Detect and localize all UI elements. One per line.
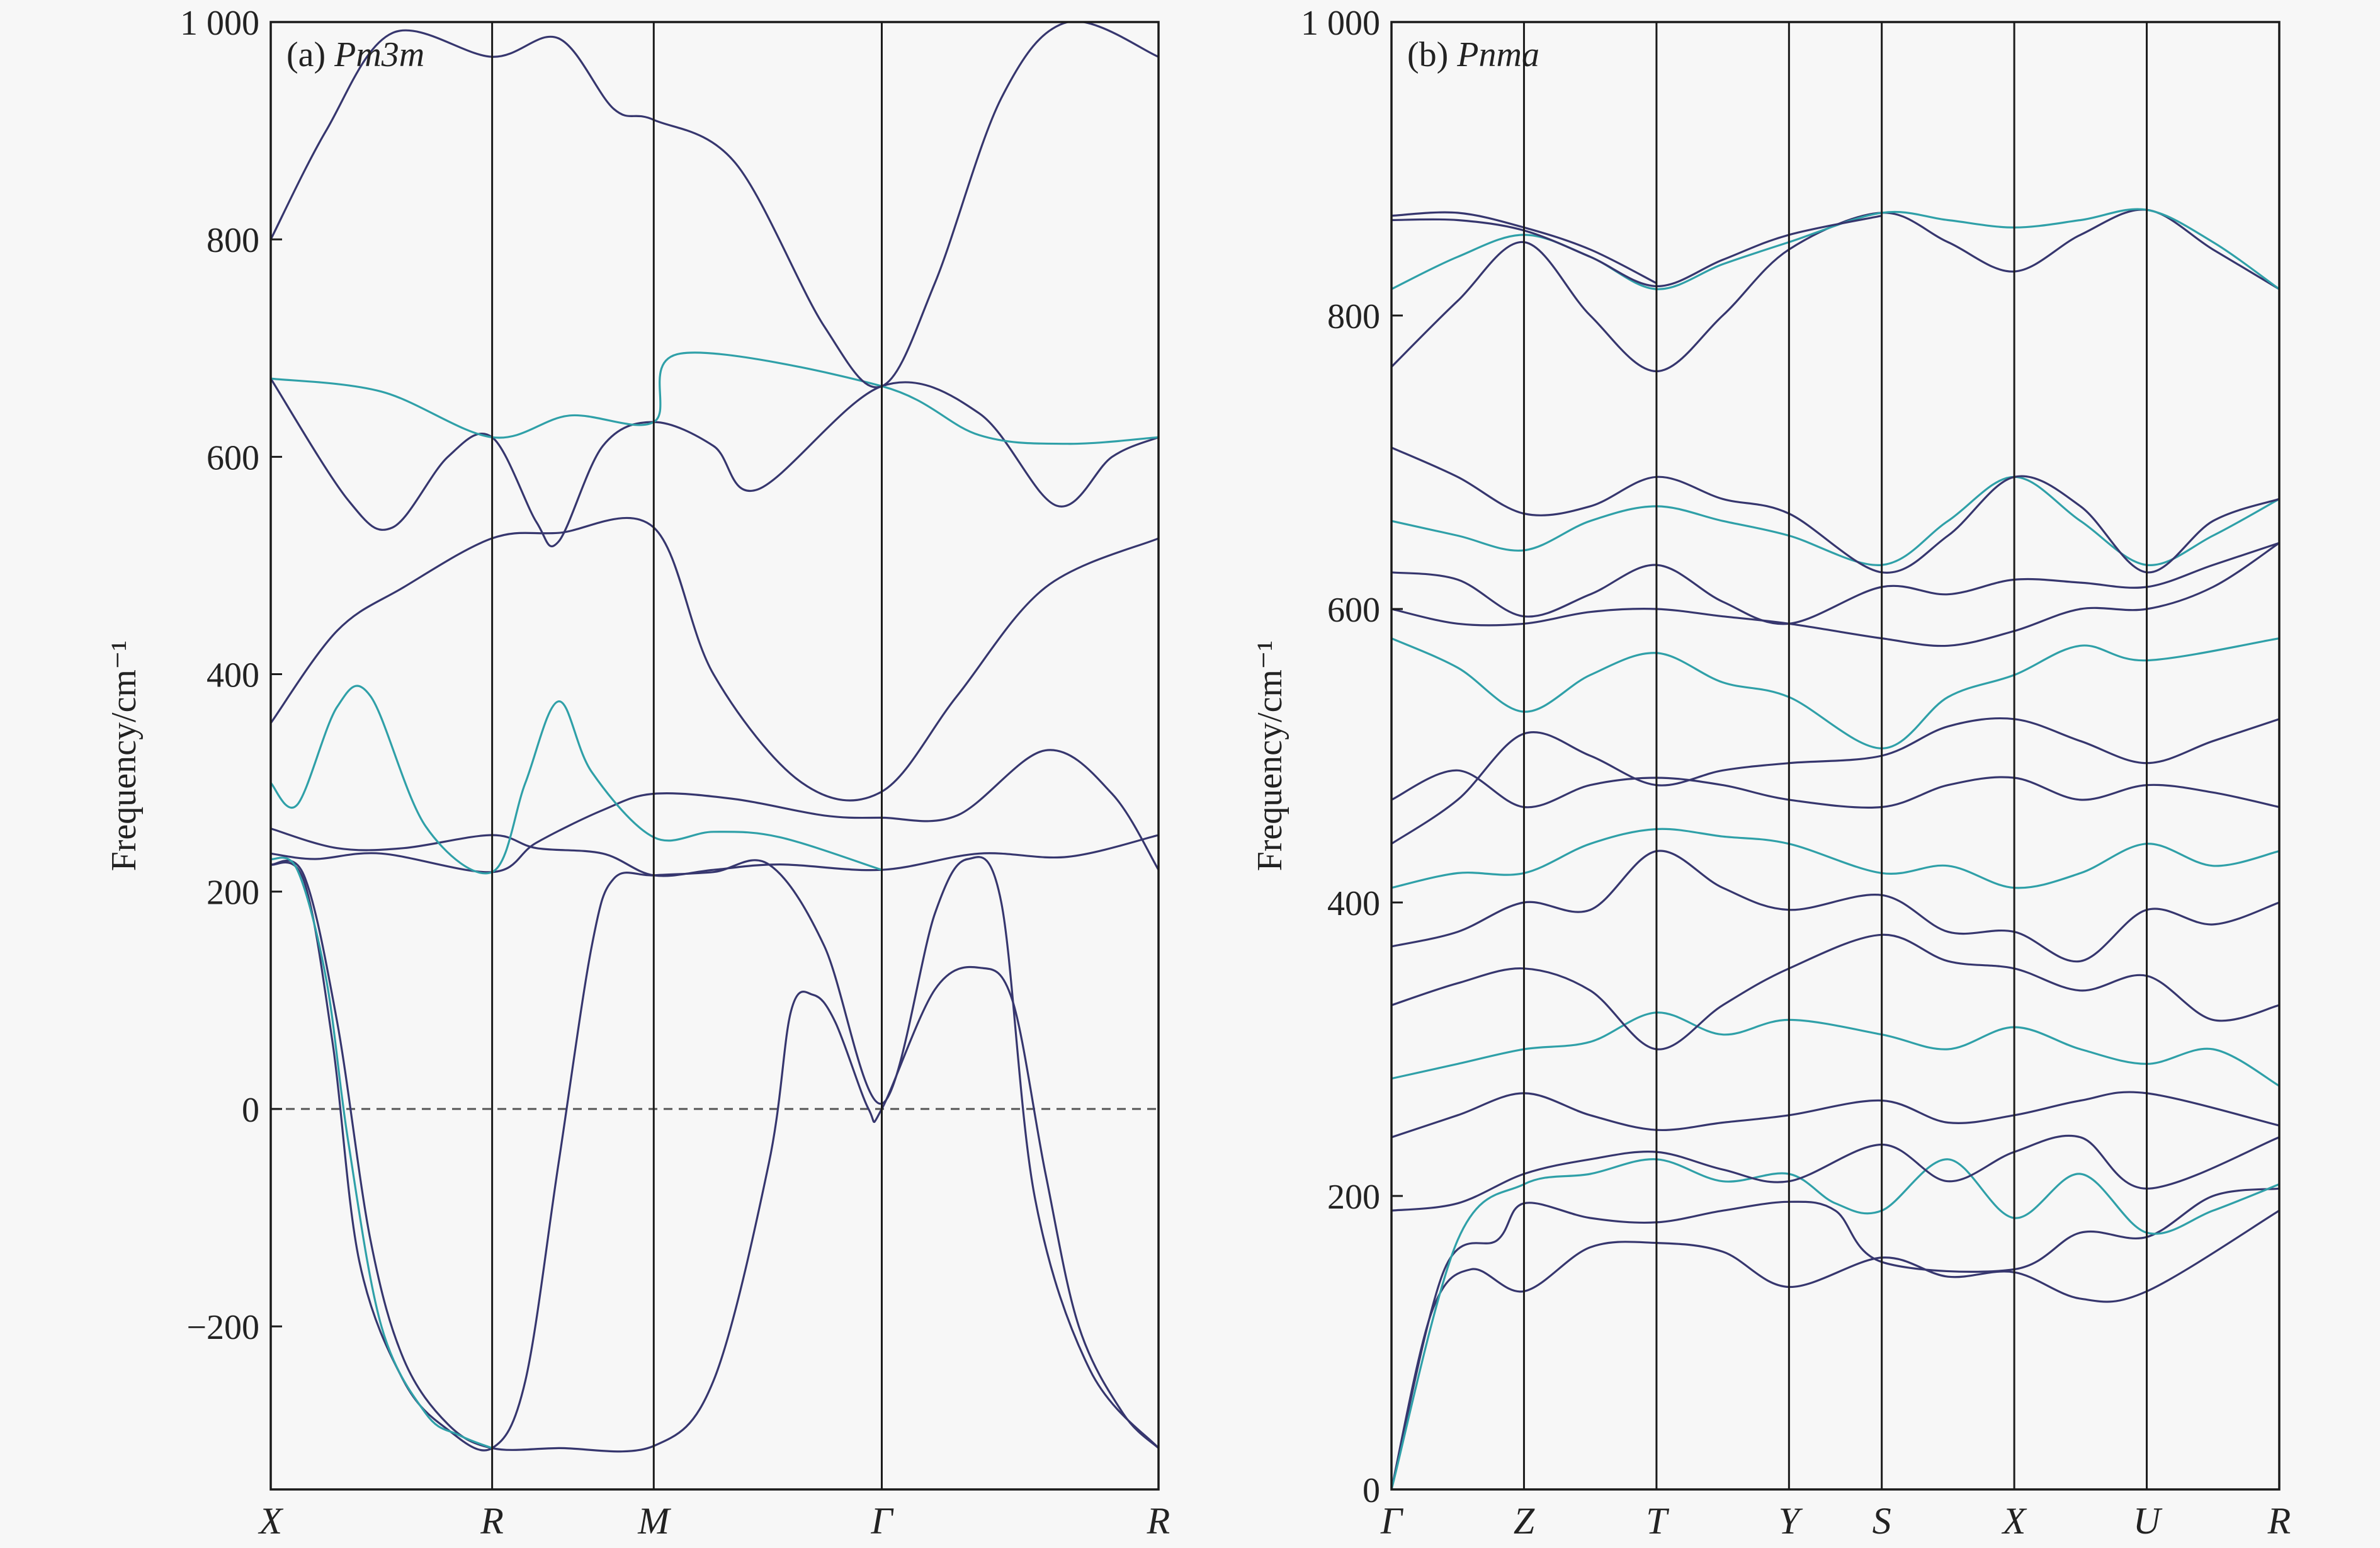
y-tick-label: 200 bbox=[1327, 1178, 1380, 1217]
plot-frame bbox=[1390, 21, 2281, 1491]
phonon-band-band-a7 bbox=[271, 516, 1159, 802]
high-symmetry-label: R bbox=[480, 1500, 504, 1542]
phonon-band-band-a8 bbox=[271, 378, 1159, 547]
high-symmetry-label: Y bbox=[1779, 1500, 1803, 1542]
y-tick-label: 800 bbox=[207, 221, 259, 260]
panel-a-y-axis-title: Frequency/cm⁻¹ bbox=[105, 640, 144, 872]
phonon-band-band-b9 bbox=[1391, 828, 2279, 889]
phonon-band-band-b2 bbox=[1391, 1187, 2279, 1489]
y-tick-label: 1 000 bbox=[1301, 4, 1380, 43]
panel-b-pnma: 0 200 400 600 800 1 000 Γ Z T Y S X U R (b) Pnma Fre… bbox=[1250, 4, 2291, 1542]
panel-b-title: (b) Pnma bbox=[1407, 35, 1539, 74]
y-tick-label: 1 000 bbox=[180, 4, 259, 43]
phonon-band-band-b10 bbox=[1391, 769, 2279, 809]
high-symmetry-label: X bbox=[2002, 1500, 2027, 1542]
high-symmetry-label: R bbox=[2267, 1500, 2291, 1542]
panel-a-y-ticks: −200 0 200 400 600 800 1 000 bbox=[180, 4, 282, 1347]
high-symmetry-label: Γ bbox=[870, 1500, 894, 1542]
phonon-band-band-a1 bbox=[271, 859, 1159, 1453]
y-tick-label: 600 bbox=[207, 438, 259, 477]
y-tick-label: 200 bbox=[207, 874, 259, 913]
phonon-band-band-a3 bbox=[271, 857, 493, 1449]
phonon-band-band-b6 bbox=[1391, 1011, 2279, 1087]
high-symmetry-label: R bbox=[1147, 1500, 1170, 1542]
y-tick-label: 0 bbox=[1363, 1471, 1380, 1510]
y-tick-label: 0 bbox=[242, 1091, 259, 1130]
y-tick-label: 800 bbox=[1327, 297, 1380, 336]
phonon-band-band-a6 bbox=[271, 685, 882, 875]
phonon-band-band-b18 bbox=[1391, 208, 2279, 290]
plot-frame bbox=[269, 21, 1160, 1491]
phonon-band-band-b3 bbox=[1391, 1158, 2279, 1489]
high-symmetry-label: Z bbox=[1514, 1500, 1535, 1542]
y-tick-label: 400 bbox=[1327, 884, 1380, 923]
y-tick-label: 400 bbox=[207, 656, 259, 695]
phonon-band-band-a5 bbox=[271, 749, 1159, 874]
phonon-band-band-a4 bbox=[271, 828, 1159, 877]
high-symmetry-label: X bbox=[258, 1500, 284, 1542]
y-tick-label: 600 bbox=[1327, 591, 1380, 630]
phonon-band-band-b14 bbox=[1391, 542, 2279, 625]
phonon-band-band-b7 bbox=[1391, 933, 2279, 1050]
high-symmetry-label: M bbox=[637, 1500, 671, 1542]
high-symmetry-label: T bbox=[1646, 1500, 1669, 1542]
phonon-band-band-a9 bbox=[271, 351, 1159, 445]
phonon-band-band-a10 bbox=[271, 22, 1159, 389]
high-symmetry-label: Γ bbox=[1380, 1500, 1404, 1542]
high-symmetry-label: S bbox=[1873, 1500, 1891, 1542]
phonon-band-band-b16 bbox=[1391, 447, 2279, 574]
panel-a-pm3m: −200 0 200 400 600 800 1 000 X R M Γ R (a) Pm3m Fr… bbox=[105, 4, 1170, 1542]
panel-b-y-ticks: 0 200 400 600 800 1 000 bbox=[1301, 4, 1403, 1510]
phonon-band-band-b4 bbox=[1391, 1134, 2279, 1212]
phonon-band-band-b17 bbox=[1391, 208, 2279, 373]
high-symmetry-label: U bbox=[2133, 1500, 2163, 1542]
panel-b-y-axis-title: Frequency/cm⁻¹ bbox=[1250, 640, 1289, 872]
phonon-band-band-b13 bbox=[1391, 542, 2279, 647]
panel-a-band-lines bbox=[271, 22, 1159, 1453]
phonon-band-band-b8 bbox=[1391, 850, 2279, 963]
phonon-band-band-a2 bbox=[271, 856, 1159, 1452]
panel-a-title: (a) Pm3m bbox=[286, 35, 424, 74]
phonon-band-band-b1 bbox=[1391, 1209, 2279, 1489]
y-tick-label: −200 bbox=[186, 1308, 259, 1347]
